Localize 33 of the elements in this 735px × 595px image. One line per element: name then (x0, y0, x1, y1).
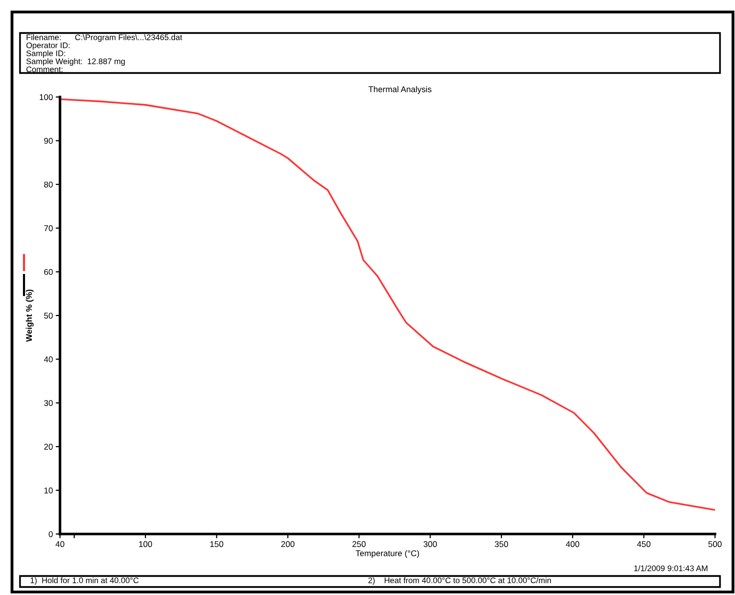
y-tick-label: 20 (44, 444, 53, 450)
text: Operator ID: (26, 42, 70, 50)
x-tick-label: 150 (210, 541, 224, 548)
text: Comment: (26, 66, 62, 72)
y-tick-label: 70 (44, 225, 53, 232)
text: Filename: C:\Program Files\...\23465.dat (26, 34, 182, 42)
x-tick-label: 350 (494, 541, 508, 548)
y-tick-label: 10 (44, 488, 53, 494)
text: 2) Heat from 40.00°C to 500.00°C at 10.00°C/min (368, 577, 551, 585)
text: 1) Hold for 1.0 min at 40.00°C (30, 577, 139, 585)
x-tick-label: 100 (139, 541, 152, 548)
x-tick-label: 250 (352, 541, 366, 548)
y-tick-label: 40 (44, 356, 53, 362)
x-axis-title: Temperature (°C) (356, 550, 419, 558)
text: Sample ID: (26, 50, 66, 58)
x-tick-label: 300 (424, 541, 437, 548)
y-tick-label: 0 (48, 531, 53, 538)
y-tick-label: 30 (44, 400, 53, 406)
y-tick-label: 50 (44, 312, 53, 319)
x-tick-label: 200 (281, 541, 294, 548)
x-tick-label: 400 (566, 541, 580, 548)
text: 1/1/2009 9:01:43 AM (634, 565, 708, 572)
y-axis-title: Weight % (%) (26, 290, 34, 342)
line-series (60, 98, 715, 511)
chart-title: Thermal Analysis (368, 86, 432, 94)
x-tick-label: 450 (637, 541, 650, 548)
text: Sample Weight: 12.887 mg (26, 58, 125, 66)
x-tick-label: 500 (708, 541, 722, 548)
y-tick-label: 100 (40, 94, 53, 100)
y-tick-label: 80 (44, 182, 53, 188)
y-tick-label: 60 (44, 269, 53, 275)
y-tick-label: 90 (44, 138, 53, 144)
x-tick-label: 40 (56, 541, 64, 548)
